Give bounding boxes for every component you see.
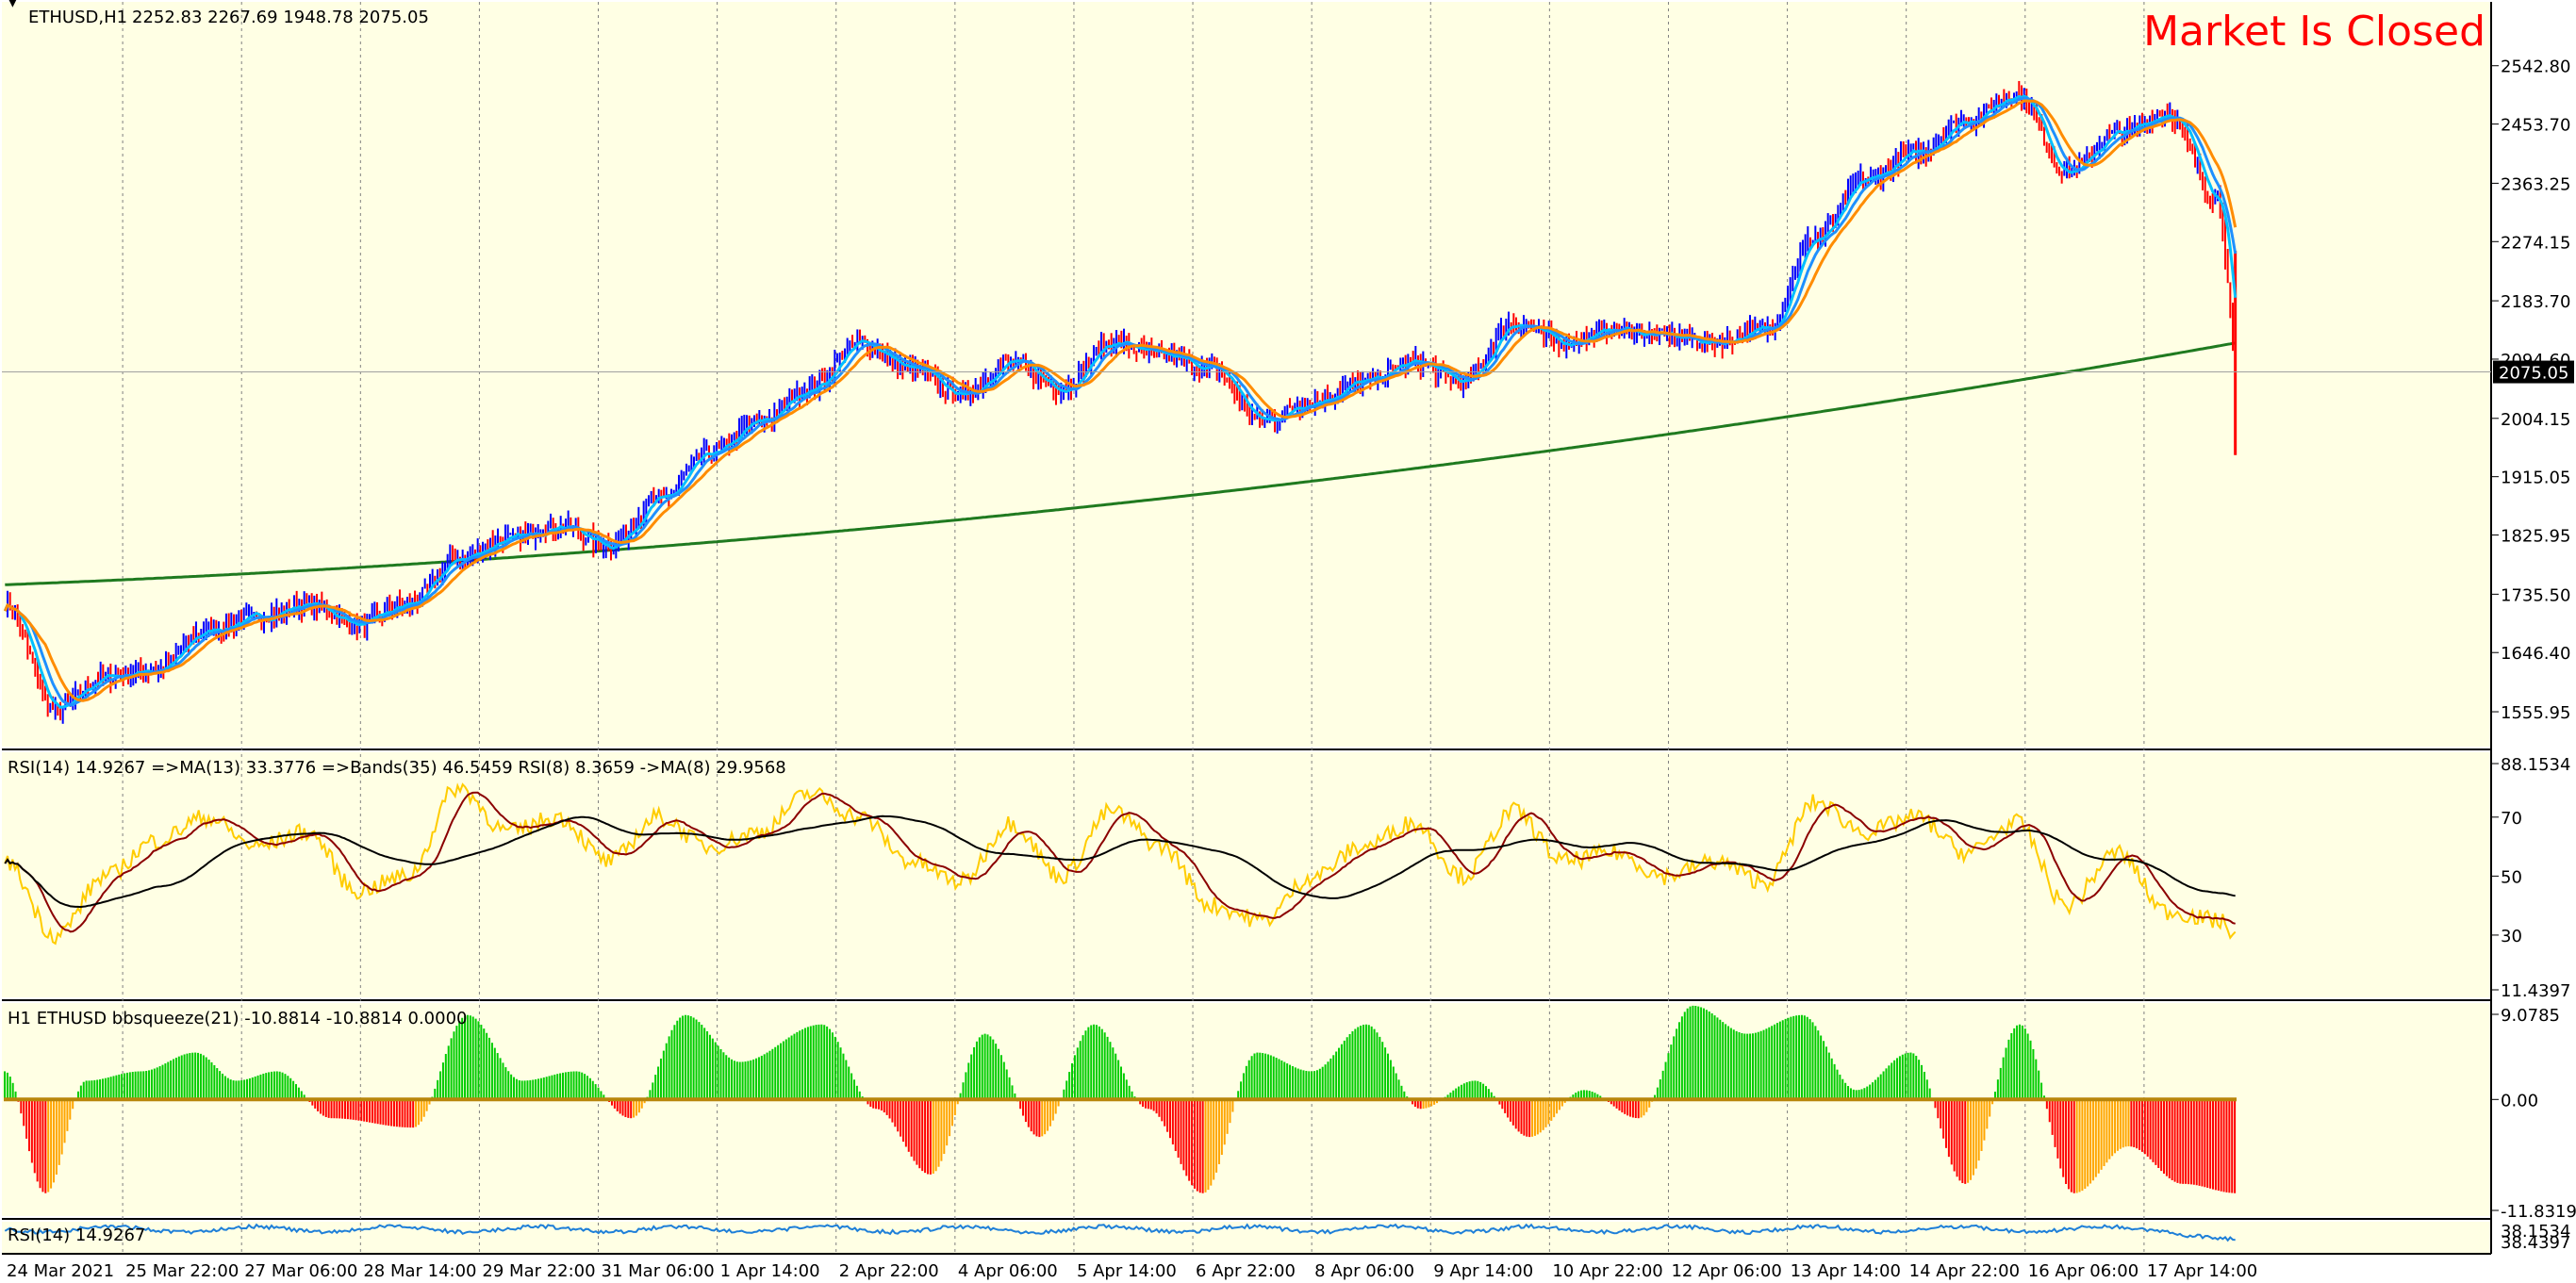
rsi-tick-label: 50 [2501,867,2522,887]
rsi-lines [4,782,2237,946]
price-tick-label[interactable]: 1646.40 [2501,644,2570,664]
squeeze-tick-label: 9.0785 [2501,1006,2560,1026]
rsi-bands-line [4,814,2236,909]
squeeze-histogram [4,1005,2237,1193]
squeeze-tick-label: 0.00 [2501,1091,2538,1110]
price-tick-label[interactable]: 2004.15 [2501,410,2570,430]
moving-averages [3,94,2237,709]
time-tick-label[interactable]: 5 Apr 14:00 [1077,1261,1177,1281]
rsi-ma-line [4,791,2236,933]
rsi-legend: RSI(14) 14.9267 =>MA(13) 33.3776 =>Bands… [8,758,786,778]
price-tick-label[interactable]: 2363.25 [2501,174,2570,194]
menu-arrow-icon[interactable]: ▼ [8,0,18,9]
symbol-label: ETHUSD,H1 [28,8,127,27]
price-pane-bg [2,2,2491,747]
squeeze-legend: H1 ETHUSD bbsqueeze(21) -10.8814 -10.881… [8,1009,468,1028]
ohlc-label: 2252.83 2267.69 1948.78 2075.05 [132,8,429,27]
time-tick-label[interactable]: 13 Apr 14:00 [1791,1261,1901,1281]
price-tick-label[interactable]: 1915.05 [2501,469,2570,488]
rsi-tick-label: 11.4397 [2501,981,2570,1001]
time-tick-label[interactable]: 2 Apr 22:00 [839,1261,939,1281]
rsi-tick-label: 88.1534 [2501,755,2570,775]
time-tick-label[interactable]: 8 Apr 06:00 [1314,1261,1414,1281]
time-tick-label[interactable]: 25 Mar 22:00 [125,1261,239,1281]
price-tick-label[interactable]: 2274.15 [2501,233,2570,253]
time-tick-label[interactable]: 24 Mar 2021 [7,1261,114,1281]
market-status-label: Market Is Closed [2143,8,2485,56]
rsi-small-tick-label: 38.4397 [2501,1233,2570,1253]
price-tick-label[interactable]: 2453.70 [2501,116,2570,136]
ma-long-line [5,341,2236,586]
rsi-tick-label: 30 [2501,927,2522,946]
squeeze-axis-ticks: 9.0785 0.00 -11.8319 [2491,1006,2576,1222]
current-price-label: 2075.05 [2499,364,2568,384]
time-tick-label[interactable]: 16 Apr 06:00 [2028,1261,2138,1281]
rsi-tick-label: 70 [2501,809,2522,829]
time-tick-label[interactable]: 14 Apr 22:00 [1909,1261,2020,1281]
time-tick-label[interactable]: 4 Apr 06:00 [958,1261,1058,1281]
price-tick-label[interactable]: 2183.70 [2501,292,2570,312]
rsi-pane-bg [2,752,2491,997]
time-tick-label[interactable]: 28 Mar 14:00 [363,1261,476,1281]
price-axis-ticks[interactable]: 2542.802453.702363.252274.152183.702094.… [2491,58,2570,723]
price-tick-label[interactable]: 1735.50 [2501,585,2570,605]
rsi-small-legend: RSI(14) 14.9267 [8,1225,145,1245]
ma-fast-line [3,94,2237,709]
time-tick-label[interactable]: 12 Apr 06:00 [1671,1261,1781,1281]
time-tick-label[interactable]: 17 Apr 14:00 [2147,1261,2257,1281]
ma-slow-line [3,99,2237,702]
rsi-small-path [4,1223,2236,1242]
price-tick-label[interactable]: 1555.95 [2501,703,2570,723]
price-tick-label[interactable]: 2542.80 [2501,58,2570,77]
price-tick-label[interactable]: 1825.95 [2501,527,2570,547]
time-tick-label[interactable]: 1 Apr 14:00 [720,1261,820,1281]
time-tick-label[interactable]: 29 Mar 22:00 [482,1261,595,1281]
rsi-axis-ticks: 88.1534 70 50 30 11.4397 [2491,755,2570,1001]
current-price-tag [2493,360,2574,384]
rsi-small-tick-label: 38.1534 [2501,1222,2570,1242]
time-tick-label[interactable]: 31 Mar 06:00 [602,1261,715,1281]
time-tick-label[interactable]: 10 Apr 22:00 [1552,1261,1662,1281]
squeeze-tick-label: -11.8319 [2501,1202,2576,1222]
time-axis-ticks[interactable]: 24 Mar 2021 25 Mar 22:00 27 Mar 06:00 28 Ma… [7,1261,2257,1281]
time-tick-label[interactable]: 9 Apr 14:00 [1433,1261,1533,1281]
ma-long-path [5,341,2236,586]
time-tick-label[interactable]: 27 Mar 06:00 [244,1261,357,1281]
rsi-small-line [4,1223,2236,1242]
time-tick-label[interactable]: 6 Apr 22:00 [1196,1261,1296,1281]
